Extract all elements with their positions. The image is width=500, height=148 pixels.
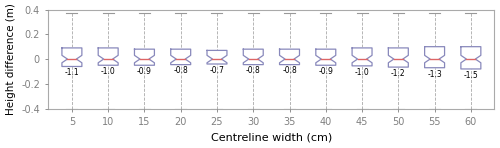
Polygon shape (134, 49, 154, 65)
Text: -1.5: -1.5 (464, 71, 478, 80)
Text: -0.8: -0.8 (174, 66, 188, 75)
Polygon shape (98, 48, 118, 65)
Polygon shape (316, 49, 336, 65)
Polygon shape (461, 47, 481, 69)
Text: -1.1: -1.1 (64, 68, 79, 77)
Polygon shape (170, 49, 190, 65)
Text: -0.7: -0.7 (210, 66, 224, 75)
Polygon shape (62, 48, 82, 66)
Polygon shape (244, 49, 263, 65)
Text: -1.2: -1.2 (391, 69, 406, 78)
Y-axis label: Height difference (m): Height difference (m) (6, 3, 16, 115)
Polygon shape (388, 48, 408, 67)
Polygon shape (424, 47, 444, 68)
Text: -0.8: -0.8 (246, 66, 260, 75)
Text: -1.0: -1.0 (101, 67, 116, 76)
Text: -0.9: -0.9 (137, 67, 152, 76)
Text: -0.8: -0.8 (282, 66, 297, 75)
Text: -0.9: -0.9 (318, 67, 333, 76)
X-axis label: Centreline width (cm): Centreline width (cm) (211, 132, 332, 142)
Polygon shape (352, 48, 372, 66)
Text: -1.3: -1.3 (427, 70, 442, 79)
Polygon shape (207, 50, 227, 64)
Text: -1.0: -1.0 (354, 68, 370, 77)
Polygon shape (280, 49, 299, 65)
